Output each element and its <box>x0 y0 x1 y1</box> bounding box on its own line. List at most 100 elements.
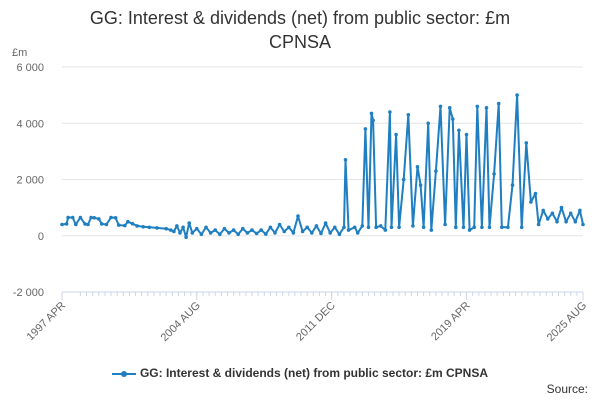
data-point <box>241 226 245 231</box>
data-point <box>231 228 236 232</box>
data-point <box>164 226 168 231</box>
data-point <box>89 215 93 220</box>
data-point <box>178 231 182 235</box>
data-point <box>529 200 533 204</box>
data-point <box>371 118 375 123</box>
data-point <box>123 223 127 228</box>
data-point <box>559 205 564 210</box>
data-point <box>578 208 582 213</box>
data-point <box>406 113 411 117</box>
data-point <box>236 232 240 237</box>
data-point <box>355 231 360 235</box>
data-point <box>451 117 455 121</box>
data-point <box>461 225 466 230</box>
data-point <box>204 225 208 230</box>
data-point <box>541 208 545 213</box>
data-point <box>282 229 287 234</box>
data-point <box>397 225 401 230</box>
data-point <box>415 165 420 169</box>
data-point <box>97 217 101 221</box>
data-point <box>374 225 378 230</box>
data-point <box>394 132 398 137</box>
data-point <box>109 215 113 220</box>
data-point <box>184 235 188 239</box>
data-point <box>546 217 550 221</box>
data-point <box>487 225 492 230</box>
data-point <box>383 228 388 232</box>
data-point <box>333 225 337 230</box>
data-point <box>533 191 538 196</box>
data-point <box>388 110 392 114</box>
data-point <box>443 222 447 227</box>
data-point <box>259 228 264 232</box>
data-point <box>389 225 394 230</box>
data-point <box>169 228 173 232</box>
data-point <box>273 231 277 235</box>
legend-dot <box>120 370 127 377</box>
data-point <box>126 219 130 224</box>
data-point <box>172 229 176 234</box>
data-point <box>175 224 179 228</box>
data-point <box>366 225 371 230</box>
data-point <box>113 216 118 220</box>
y-tick-label: 4 000 <box>16 118 44 130</box>
data-point <box>66 215 70 220</box>
y-axis: -2 000 0 2 000 4 000 6 000 <box>13 62 44 299</box>
data-point <box>181 225 185 230</box>
data-point <box>484 106 489 110</box>
data-point <box>524 141 529 145</box>
data-point <box>434 169 438 173</box>
y-tick-label: 2 000 <box>16 175 44 187</box>
legend[interactable]: GG: Interest & dividends (net) from publ… <box>0 366 600 380</box>
data-point <box>199 232 204 237</box>
data-point <box>496 101 501 106</box>
data-point <box>378 224 383 228</box>
x-tick-label: 2004 AUG <box>159 300 203 344</box>
data-point <box>454 225 458 230</box>
data-point <box>195 226 199 231</box>
y-tick-label: 0 <box>38 231 44 243</box>
data-point <box>314 224 319 228</box>
chart-title-line-2: CPNSA <box>268 32 331 52</box>
data-point <box>213 228 217 232</box>
data-point <box>510 183 515 187</box>
source-label: Source: <box>546 382 588 396</box>
data-point <box>467 228 472 232</box>
data-point <box>429 228 434 232</box>
data-point <box>475 104 480 109</box>
data-point <box>464 132 469 137</box>
data-point <box>363 127 368 131</box>
data-point <box>135 224 139 228</box>
data-point <box>227 231 231 235</box>
y-tick-label: -2 000 <box>13 287 44 299</box>
y-axis-unit-label: £m <box>12 47 27 59</box>
data-point <box>155 226 159 230</box>
data-point <box>515 93 519 97</box>
data-point <box>305 225 310 230</box>
gridlines <box>62 66 583 237</box>
x-tick-label: 2019 APR <box>429 300 473 344</box>
data-point <box>536 222 541 227</box>
data-point <box>426 121 431 126</box>
data-point <box>222 226 227 231</box>
data-point <box>92 216 96 220</box>
data-point <box>100 222 104 226</box>
data-point <box>342 225 346 230</box>
data-point <box>519 225 524 230</box>
data-point <box>500 225 504 230</box>
data-point <box>86 222 90 227</box>
data-point <box>492 172 496 176</box>
series-line <box>61 94 584 239</box>
data-point <box>74 222 78 227</box>
data-point <box>555 219 559 224</box>
data-point <box>480 225 484 230</box>
data-point <box>287 225 291 230</box>
data-point <box>104 222 109 227</box>
data-point <box>60 222 64 227</box>
data-point <box>187 221 191 225</box>
data-point <box>208 231 213 235</box>
data-point <box>64 222 69 226</box>
data-point <box>116 223 121 227</box>
data-point <box>319 231 323 236</box>
data-point <box>78 215 83 220</box>
